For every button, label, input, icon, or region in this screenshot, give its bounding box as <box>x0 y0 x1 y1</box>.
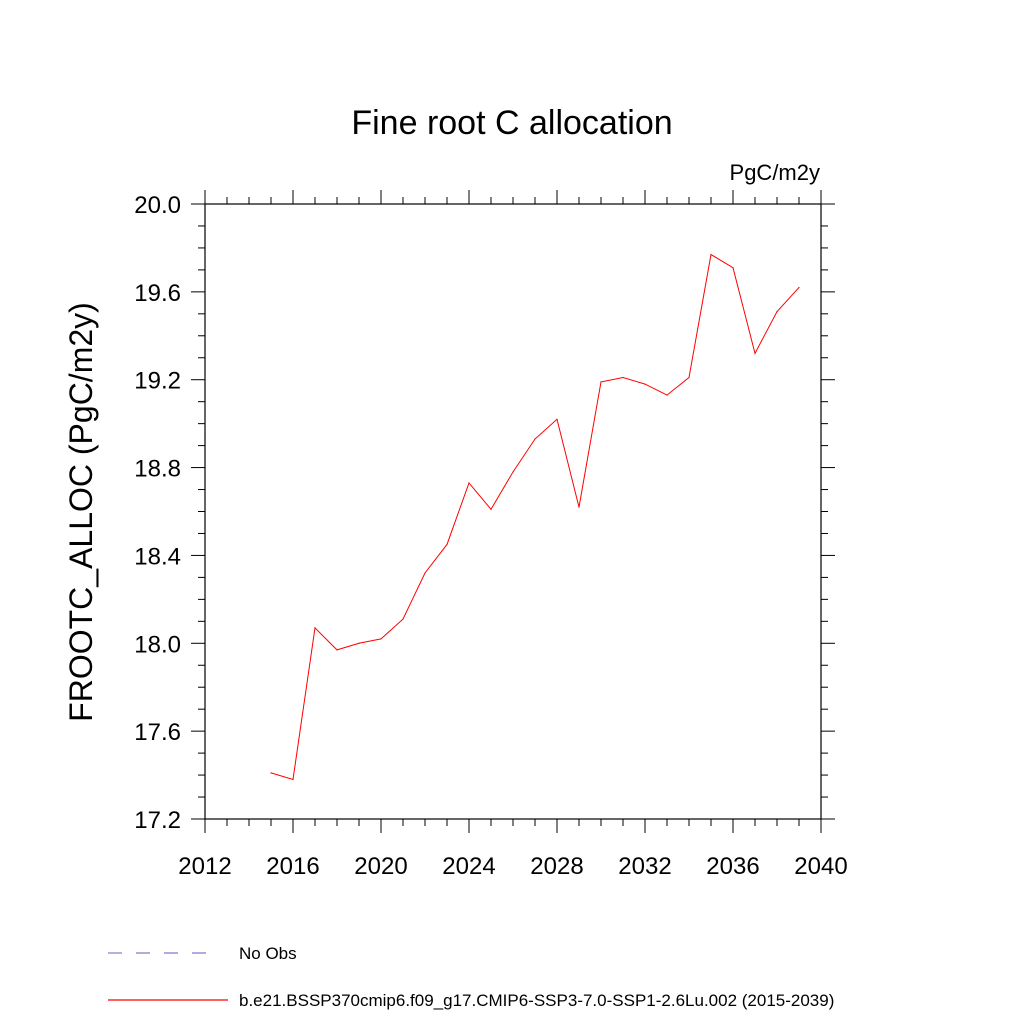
y-tick-label: 17.2 <box>134 807 181 834</box>
chart-title: Fine root C allocation <box>351 104 672 142</box>
data-point <box>380 638 382 640</box>
data-point <box>402 618 404 620</box>
data-point <box>534 438 536 440</box>
y-tick-label: 17.6 <box>134 719 181 746</box>
data-point <box>754 352 756 354</box>
x-tick-label: 2020 <box>354 853 407 880</box>
data-point <box>512 471 514 473</box>
units-label: PgC/m2y <box>730 160 820 185</box>
y-axis-label: FROOTC_ALLOC (PgC/m2y) <box>63 302 99 722</box>
y-tick-label: 20.0 <box>134 192 181 219</box>
x-tick-label: 2012 <box>178 853 231 880</box>
data-point <box>688 376 690 379</box>
data-point <box>710 253 712 256</box>
y-tick-label: 18.4 <box>134 543 181 570</box>
series-line <box>270 253 800 781</box>
data-point <box>776 311 778 313</box>
data-point <box>358 642 360 644</box>
data-point <box>798 286 800 289</box>
legend-label-no-obs: No Obs <box>239 944 297 963</box>
data-point <box>732 267 734 269</box>
data-point <box>490 508 492 510</box>
x-tick-label: 2036 <box>706 853 759 880</box>
series-layer <box>270 253 800 781</box>
y-tick-label: 18.0 <box>134 631 181 658</box>
data-point <box>446 543 448 546</box>
y-tick-label: 19.6 <box>134 280 181 307</box>
data-point <box>292 778 294 781</box>
data-point <box>578 506 580 508</box>
data-point <box>622 376 624 379</box>
data-point <box>556 418 558 420</box>
x-tick-label: 2032 <box>618 853 671 880</box>
x-tick-label: 2024 <box>442 853 495 880</box>
y-tick-label: 19.2 <box>134 368 181 395</box>
data-point <box>314 627 316 629</box>
plot-frame <box>204 203 822 820</box>
x-tick-label: 2040 <box>794 853 847 880</box>
axis-ticks: 2012 2016 2020 2024 2028 2032 2036 2040 17.2 17.6… <box>134 190 848 880</box>
data-point <box>468 482 470 484</box>
data-point <box>666 394 668 396</box>
data-point <box>600 381 602 383</box>
legend-label-series: b.e21.BSSP370cmip6.f09_g17.CMIP6-SSP3-7.… <box>239 991 834 1010</box>
y-tick-label: 18.8 <box>134 456 181 483</box>
x-tick-label: 2028 <box>530 853 583 880</box>
data-point <box>644 383 646 385</box>
x-tick-label: 2016 <box>266 853 319 880</box>
data-point <box>270 772 272 774</box>
data-point <box>336 649 338 651</box>
data-point <box>424 572 426 574</box>
